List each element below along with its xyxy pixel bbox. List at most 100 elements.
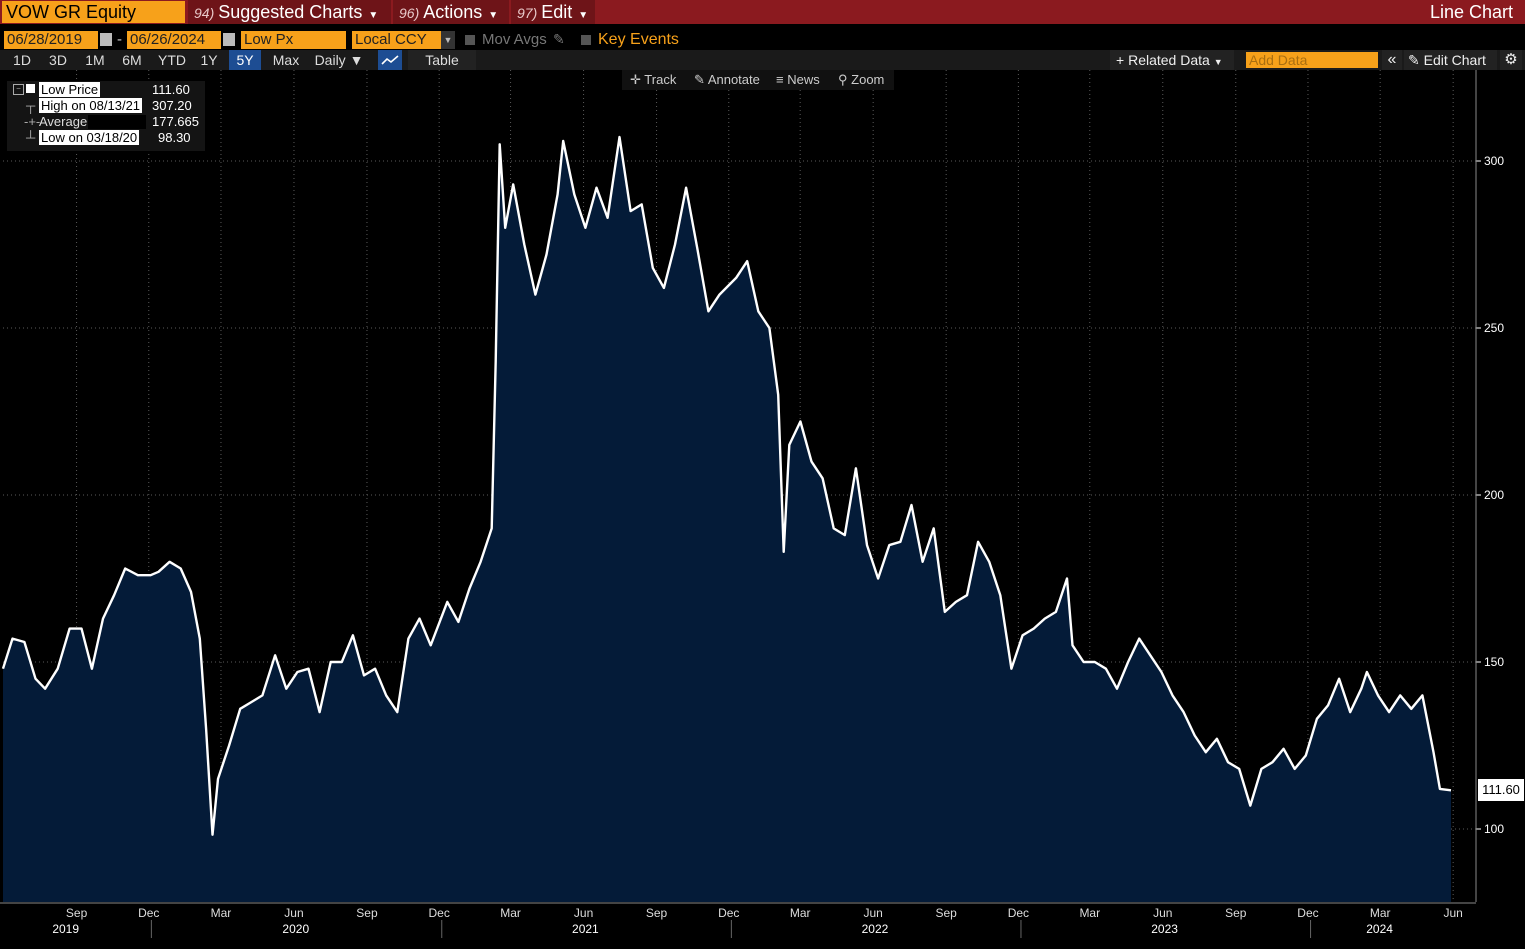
edit-number: 97) [517,5,538,21]
chart-type-title: Line Chart [1429,2,1513,22]
x-year-label: 2024 [1366,922,1393,936]
suggested-charts-label: Suggested Charts [218,2,363,22]
period-button-1d[interactable]: 1D [13,52,31,68]
actions-menu[interactable]: 96) Actions ▼ [393,0,509,24]
annotate-label: Annotate [707,72,760,87]
legend-low-label: Low on 03/18/20 [39,130,140,145]
news-icon: ≡ [776,72,784,87]
price-field-select[interactable]: Low Px [241,31,346,49]
date-separator: - [117,31,122,48]
crosshair-icon: ✛ [630,72,641,87]
legend-average-label: Average [39,114,88,129]
x-year-label: 2020 [282,922,309,936]
period-button-3d[interactable]: 3D [49,52,67,68]
chevron-down-icon: ▼ [349,52,364,68]
frequency-label: Daily [314,52,346,68]
calendar-icon[interactable] [100,33,112,46]
period-button-1m[interactable]: 1M [85,52,105,68]
end-date-field[interactable]: 06/26/2024 [127,31,221,49]
suggested-charts-menu[interactable]: 94) Suggested Charts ▼ [188,0,391,24]
low-marker-icon: ┴ [26,130,36,145]
x-year-label: 2023 [1151,922,1178,936]
annotate-tool[interactable]: ✎ Annotate [694,70,760,90]
period-button-ytd[interactable]: YTD [158,52,186,68]
period-button-1y[interactable]: 1Y [200,52,218,68]
x-month-tick: Sep [356,906,378,920]
pencil-icon[interactable]: ✎ [553,31,565,47]
table-button[interactable]: Table [408,50,476,70]
x-month-tick: Mar [1370,906,1391,920]
zoom-label: Zoom [851,72,885,87]
x-month-tick: Mar [1079,906,1100,920]
line-chart-icon[interactable] [378,50,402,70]
chart-tools-bar [622,70,894,90]
y-tick-label: 300 [1484,154,1504,168]
period-button-max[interactable]: Max [272,52,300,68]
key-events-label[interactable]: Key Events [598,31,679,48]
y-tick-label: 250 [1484,321,1504,335]
track-tool[interactable]: ✛ Track [630,70,676,90]
x-month-tick: Dec [718,906,739,920]
mov-avgs-checkbox[interactable] [465,35,475,45]
frequency-select[interactable]: Daily ▼ [309,50,369,70]
x-month-tick: Jun [574,906,593,920]
currency-select[interactable]: Local CCY [352,31,441,49]
add-data-input[interactable]: Add Data [1246,52,1378,68]
actions-label: Actions [423,2,483,22]
legend-average-bar [88,115,146,129]
legend-low-value: 98.30 [158,130,191,145]
x-month-tick: Sep [1225,906,1247,920]
gear-icon[interactable]: ⚙ [1500,50,1522,70]
edit-menu[interactable]: 97) Edit ▼ [511,0,595,24]
mov-avgs-label[interactable]: Mov Avgs [482,31,547,48]
news-label: News [787,72,820,87]
collapse-legend-icon[interactable]: − [13,84,24,95]
plus-icon: + [1116,52,1125,68]
x-month-tick: Dec [428,906,449,920]
y-tick-label: 200 [1484,488,1504,502]
period-button-5y[interactable]: 5Y [229,50,261,70]
actions-number: 96) [399,5,420,21]
x-month-tick: Jun [1443,906,1462,920]
magnifier-icon: ⚲ [838,72,848,87]
x-month-tick: Mar [500,906,521,920]
chevron-down-icon: ▼ [488,10,499,21]
chevron-down-icon: ▼ [1213,57,1223,67]
x-year-label: 2019 [52,922,79,936]
suggested-charts-number: 94) [194,5,215,21]
chevron-down-icon: ▼ [578,10,589,21]
news-tool[interactable]: ≡ News [776,70,820,90]
x-month-tick: Sep [66,906,88,920]
period-button-6m[interactable]: 6M [122,52,142,68]
related-data-button[interactable]: + Related Data ▼ [1110,50,1234,70]
key-events-checkbox[interactable] [581,35,591,45]
price-chart[interactable]: Sep Dec Mar Jun Sep Dec Mar Jun Sep Dec Mar Jun Sep D… [0,70,1525,949]
x-month-tick: Jun [1153,906,1172,920]
price-line [1,135,1452,836]
pencil-icon: ✎ [694,72,705,87]
track-label: Track [644,72,677,87]
calendar-icon[interactable] [223,33,235,46]
edit-chart-button[interactable]: ✎ Edit Chart [1404,50,1497,70]
x-month-tick: Jun [863,906,882,920]
collapse-icon[interactable]: « [1382,50,1402,70]
y-tick-label: 100 [1484,822,1504,836]
legend-low-price-label: Low Price [39,82,101,97]
start-date-field[interactable]: 06/28/2019 [4,31,98,49]
legend-high-label: High on 08/13/21 [39,98,143,113]
x-month-tick: Dec [1297,906,1318,920]
legend-high-value: 307.20 [152,98,192,113]
x-month-tick: Dec [138,906,159,920]
x-month-tick: Jun [284,906,303,920]
y-tick-label: 150 [1484,655,1504,669]
zoom-tool[interactable]: ⚲ Zoom [838,70,884,90]
chevron-down-icon: ▼ [368,10,379,21]
legend-low-price-value: 111.60 [152,82,190,97]
edit-chart-label: Edit Chart [1423,52,1486,68]
price-area [3,137,1451,902]
chevron-down-icon[interactable]: ▼ [441,31,455,49]
security-ticker-field[interactable]: VOW GR Equity [2,1,185,23]
chart-axes: Sep Dec Mar Jun Sep Dec Mar Jun Sep Dec Mar Jun Sep D… [0,70,1504,938]
x-year-label: 2022 [862,922,889,936]
series-color-swatch[interactable] [26,84,35,93]
